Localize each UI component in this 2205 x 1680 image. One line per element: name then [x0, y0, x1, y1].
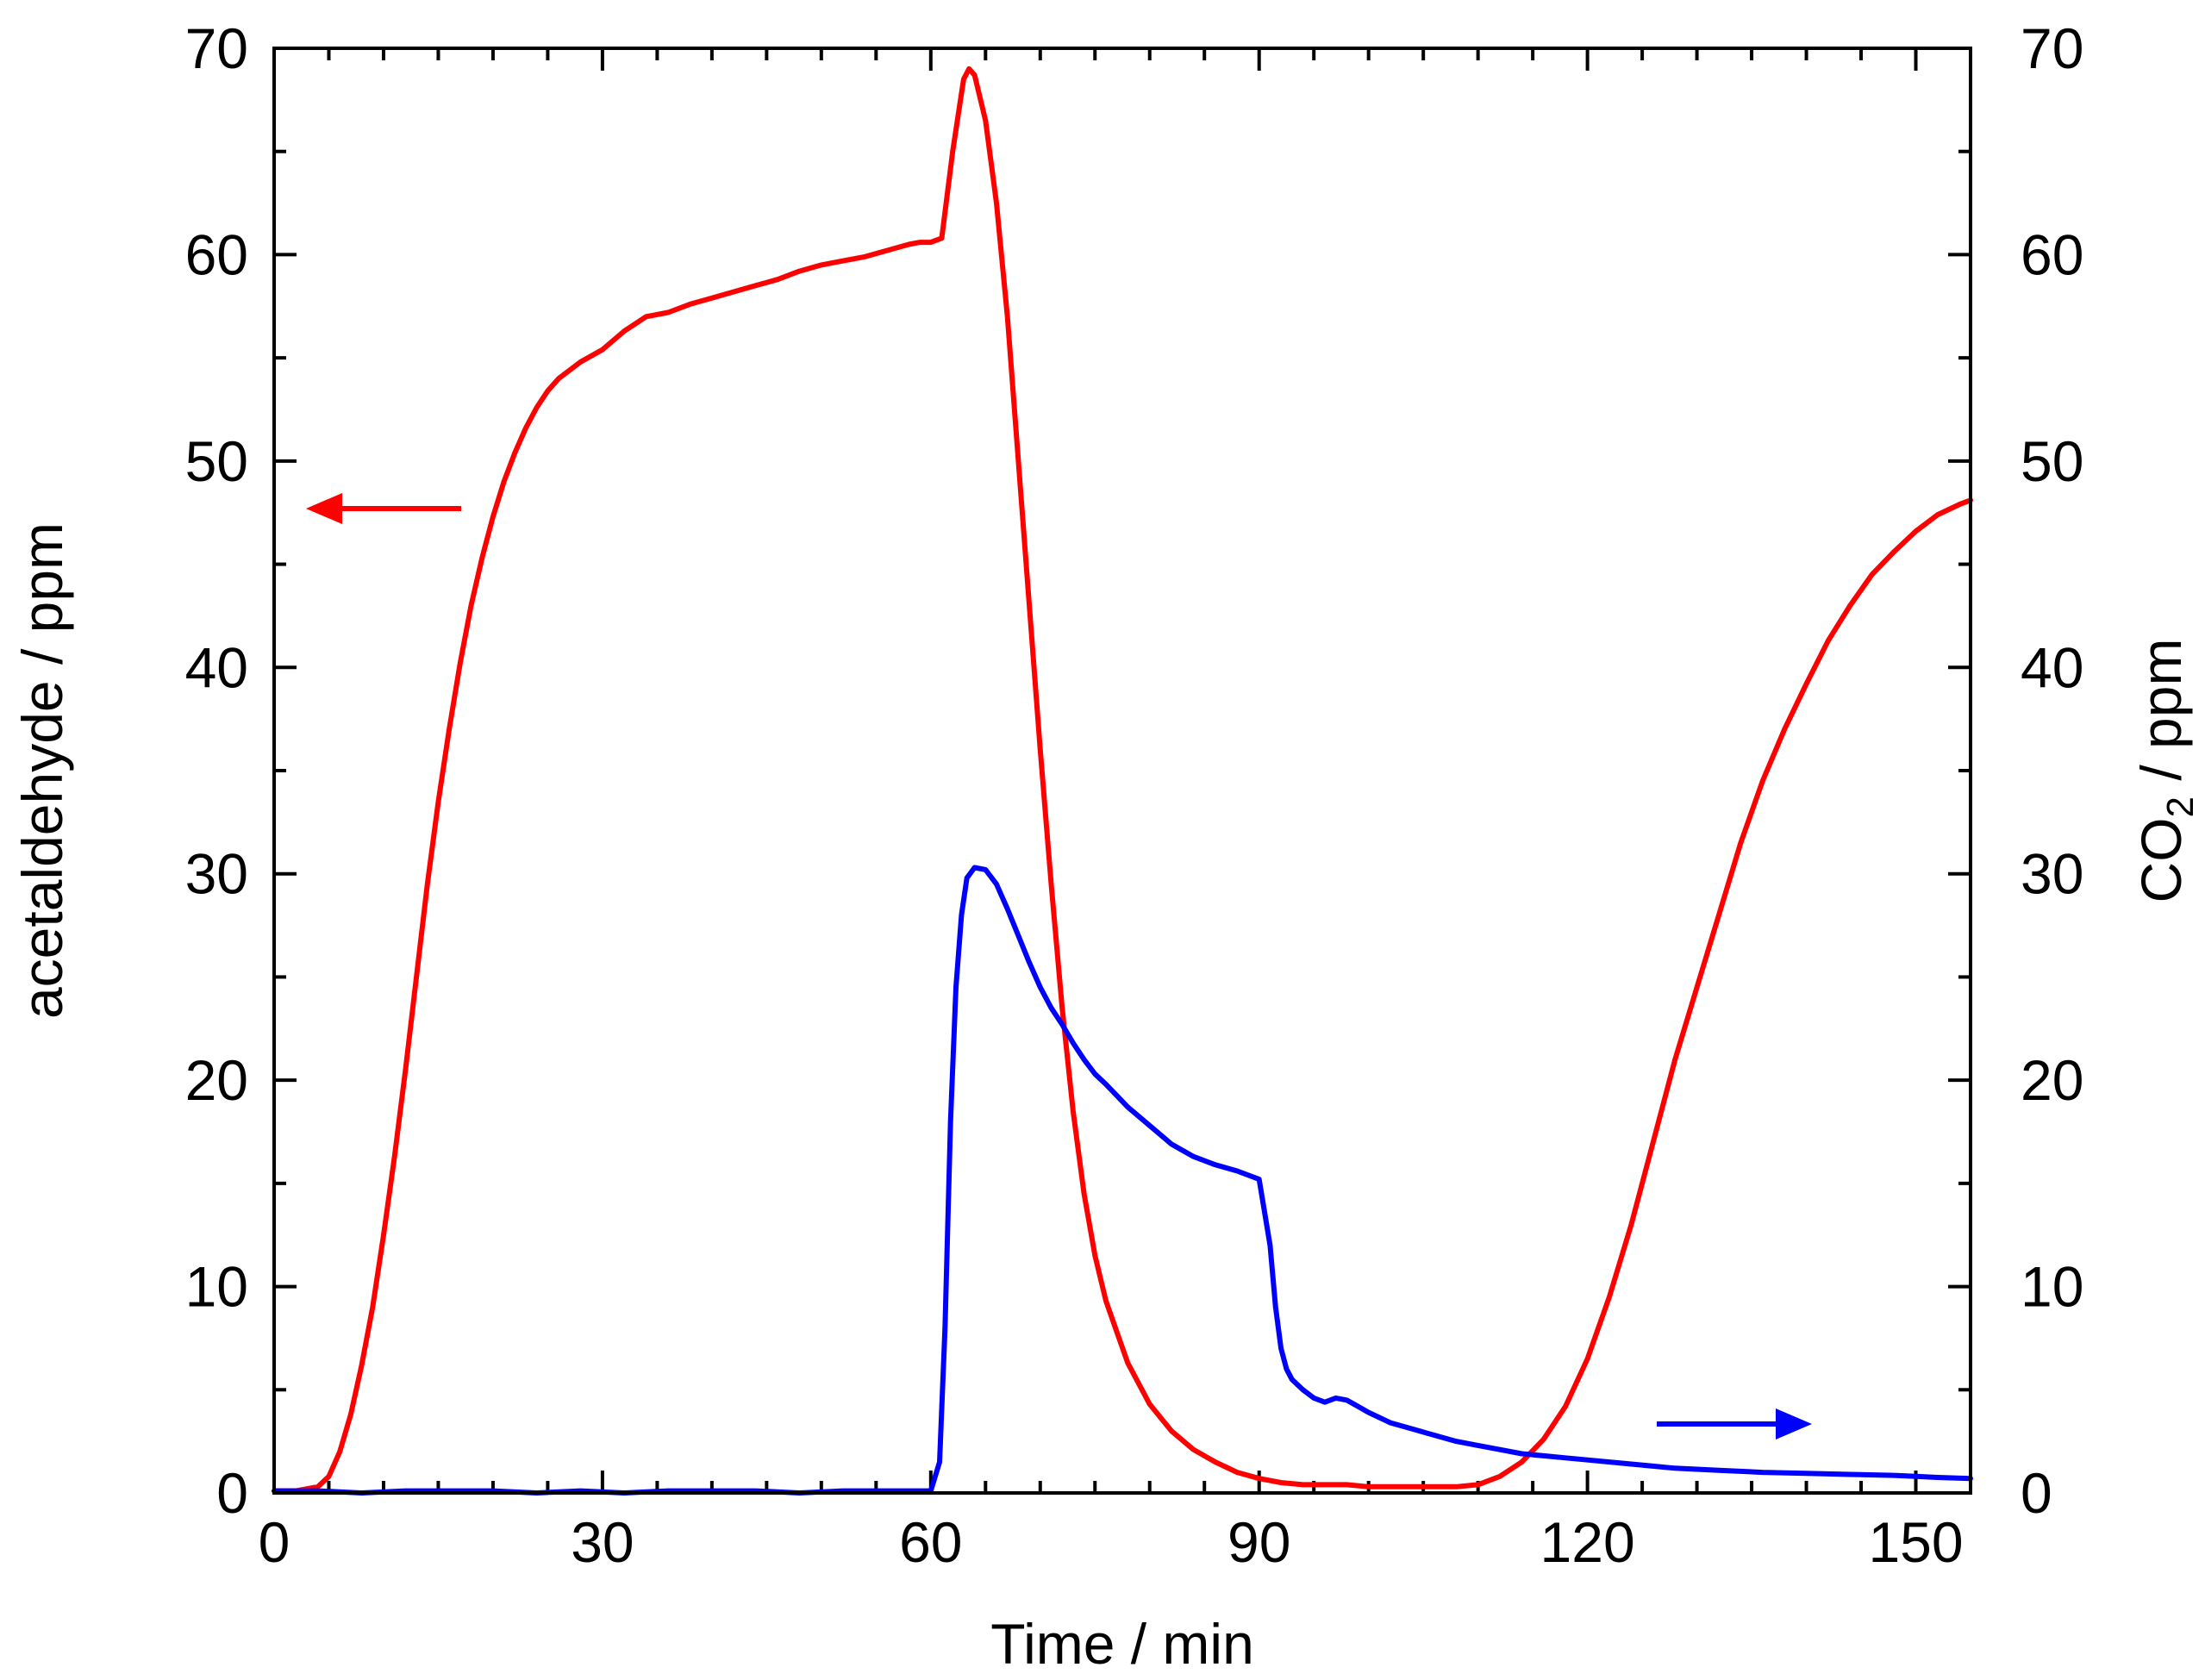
y-left-tick-labels: 0 10 20 30 40 50 60 70 [185, 16, 248, 1525]
y-right-tick-label: 30 [2021, 842, 2083, 906]
y-right-axis-title: CO2 / ppm [2129, 639, 2202, 903]
y-left-axis-title: acetaldehyde / ppm [10, 522, 74, 1019]
y-left-tick-label: 30 [185, 842, 248, 906]
x-tick-label: 60 [899, 1510, 962, 1574]
y-right-title-subscript: 2 [2159, 796, 2202, 817]
y-left-tick-label: 40 [185, 635, 248, 699]
y-left-tick-label: 70 [185, 16, 248, 80]
x-tick-label: 150 [1868, 1510, 1963, 1574]
left-arrow-head [306, 493, 342, 524]
plot-frame [272, 47, 1972, 1495]
y-right-tick-labels: 0 10 20 30 40 50 60 70 [2021, 16, 2083, 1525]
y-right-tick-label: 10 [2021, 1255, 2083, 1319]
y-left-tick-label: 0 [216, 1461, 248, 1525]
series-line-acetaldehyde [272, 66, 1973, 1494]
x-tick-label: 90 [1227, 1510, 1290, 1574]
y-left-tick-label: 20 [185, 1048, 248, 1112]
y-right-tick-label: 20 [2021, 1048, 2083, 1112]
y-right-title-suffix: / ppm [2129, 639, 2193, 796]
y-right-title-prefix: CO [2129, 817, 2193, 902]
x-axis-title: Time / min [990, 1612, 1254, 1676]
x-tick-label: 0 [259, 1510, 290, 1574]
left-axis-arrow [306, 493, 461, 524]
series-line-co2 [272, 865, 1973, 1496]
y-left-tick-label: 10 [185, 1255, 248, 1319]
x-tick-labels: 0 30 60 90 120 150 [259, 1510, 1964, 1574]
y-right-tick-label: 70 [2021, 16, 2083, 80]
x-tick-label: 120 [1540, 1510, 1635, 1574]
y-right-tick-label: 60 [2021, 222, 2083, 286]
y-left-tick-label: 60 [185, 222, 248, 286]
y-right-tick-label: 40 [2021, 635, 2083, 699]
right-arrow-head [1776, 1408, 1812, 1440]
y-left-tick-label: 50 [185, 429, 248, 493]
right-axis-arrow [1657, 1408, 1812, 1440]
series-group [272, 66, 1973, 1496]
x-tick-label: 30 [571, 1510, 634, 1574]
y-right-tick-label: 0 [2021, 1461, 2052, 1525]
axis-ticks [272, 47, 1972, 1495]
y-right-tick-label: 50 [2021, 429, 2083, 493]
